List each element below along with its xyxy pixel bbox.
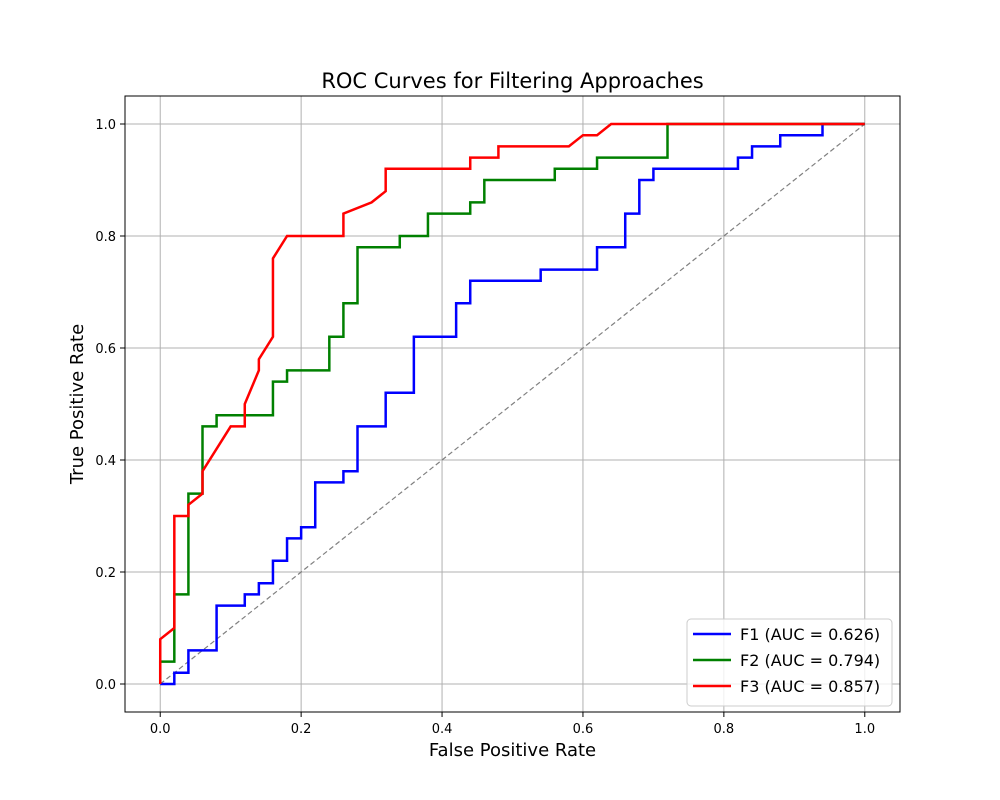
y-tick-label: 0.6 [95, 342, 116, 357]
x-tick-label: 1.0 [854, 722, 875, 737]
roc-series [158, 122, 865, 686]
x-axis-label: False Positive Rate [429, 740, 596, 761]
y-tick-label: 0.0 [95, 678, 116, 693]
series-line-f2 [158, 122, 865, 684]
legend-label-f3: F3 (AUC = 0.857) [740, 677, 880, 696]
diagonal-reference-line [159, 123, 866, 685]
x-tick-label: 0.2 [291, 722, 312, 737]
axes-frame [124, 95, 901, 713]
chart-title: ROC Curves for Filtering Approaches [321, 69, 703, 93]
y-axis-label: True Positive Rate [67, 324, 88, 485]
series-line-f1 [160, 122, 865, 686]
x-tick-label: 0.4 [432, 722, 453, 737]
y-tick-label: 0.4 [95, 454, 116, 469]
legend-box [686, 618, 893, 707]
legend: F1 (AUC = 0.626) F2 (AUC = 0.794) F3 (AUC … [686, 618, 893, 707]
legend-label-f2: F2 (AUC = 0.794) [740, 651, 880, 670]
x-tick-label: 0.0 [150, 722, 171, 737]
legend-label-f1: F1 (AUC = 0.626) [740, 625, 880, 644]
x-tick-label: 0.6 [573, 722, 594, 737]
x-tick-label: 0.8 [714, 722, 735, 737]
series-line-f3 [158, 122, 865, 684]
y-tick-label: 0.2 [95, 566, 116, 581]
chance-diagonal [159, 123, 866, 685]
grid-lines [125, 96, 900, 712]
y-tick-label: 0.8 [95, 230, 116, 245]
y-tick-label: 1.0 [95, 118, 116, 133]
axis-ticks: 0.0 0.2 0.4 0.6 0.8 1.0 0.0 0.2 0.4 0.6 0.8 1.0 [95, 118, 875, 737]
